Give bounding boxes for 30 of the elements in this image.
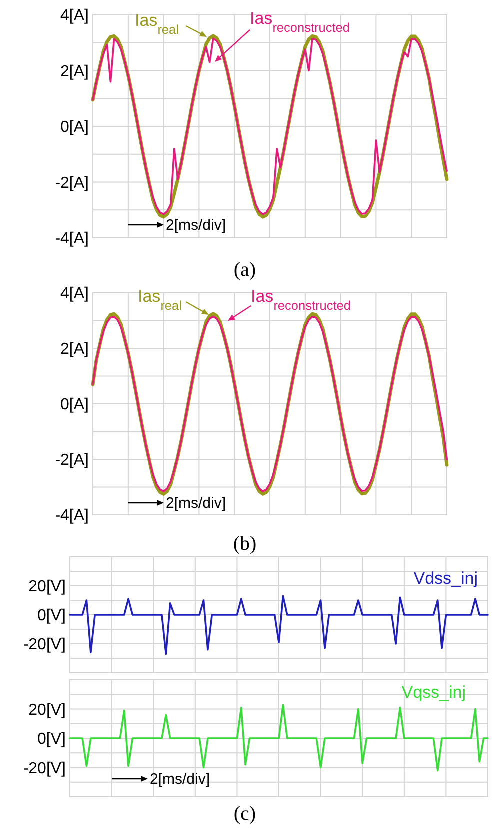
text: (b) [233,533,257,555]
y-tick-label: 2[A] [60,63,89,80]
line-series [69,704,489,772]
y-tick-label: 2[A] [60,341,89,358]
series-label: Vdss_inj [414,569,478,588]
legend-label: Ias$_{real}$ [138,287,182,312]
y-tick-label: -2[A] [55,174,89,192]
text: (c) [234,803,256,825]
y-tick-label: -4[A] [55,508,89,525]
series-label: Ias$_{reconstructed}$ [251,287,351,312]
y-tick-label: 4[A] [60,286,89,303]
y-tick-label: 0[V] [38,731,66,748]
annotation: 2[ms/div] [166,217,226,234]
legend-label: Ias$_{real}$ [135,11,179,36]
annotation: 2[ms/div] [150,771,210,788]
y-tick-label: 20[V] [28,702,66,719]
y-tick-label: -2[A] [55,452,89,470]
annotation: 2[ms/div] [166,495,226,512]
y-tick-label: 0[V] [38,608,66,625]
y-tick-label: -20[V] [23,760,66,778]
y-tick-label: -20[V] [23,636,66,654]
y-tick-label: 0[A] [60,119,89,136]
series-label: Vqss_inj [402,683,466,702]
y-tick-label: 0[A] [60,396,89,414]
series-label: Ias$_{reconstructed}$ [250,9,350,34]
line-series [69,595,489,656]
text: (a) [234,259,256,281]
y-tick-label: 4[A] [60,8,89,25]
y-tick-label: 20[V] [28,578,66,596]
y-tick-label: -4[A] [55,230,89,248]
